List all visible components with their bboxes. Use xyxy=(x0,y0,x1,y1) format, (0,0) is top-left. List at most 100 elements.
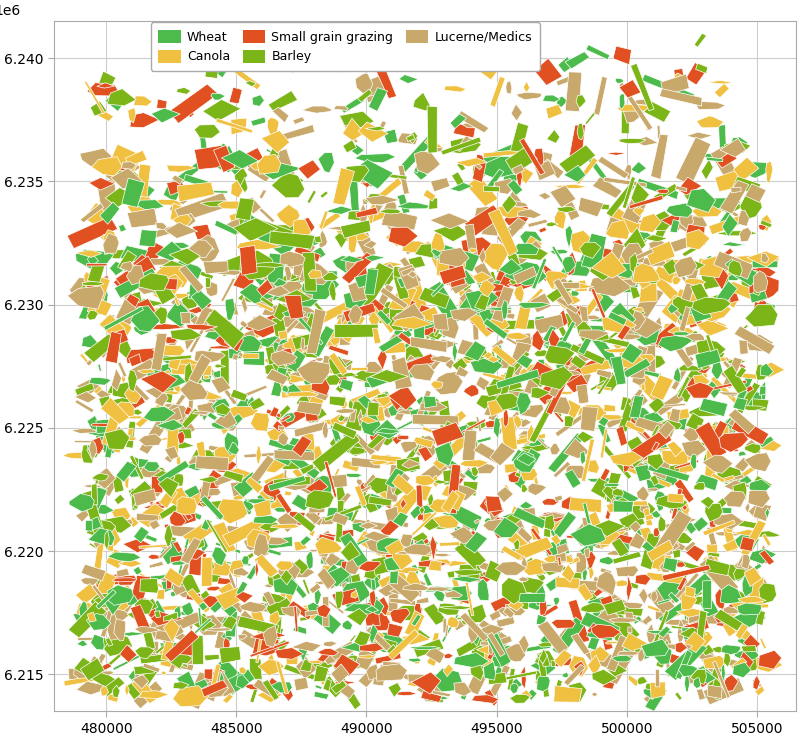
Polygon shape xyxy=(586,622,614,641)
Polygon shape xyxy=(165,222,198,238)
Polygon shape xyxy=(683,662,715,685)
Polygon shape xyxy=(432,515,458,528)
Polygon shape xyxy=(341,255,364,263)
Polygon shape xyxy=(214,145,235,172)
Polygon shape xyxy=(82,334,98,349)
Polygon shape xyxy=(486,378,522,397)
Polygon shape xyxy=(188,383,194,417)
Polygon shape xyxy=(507,276,541,289)
Polygon shape xyxy=(204,669,213,680)
Polygon shape xyxy=(213,471,236,486)
Polygon shape xyxy=(694,482,705,490)
Polygon shape xyxy=(80,578,99,585)
Polygon shape xyxy=(330,437,345,454)
Polygon shape xyxy=(184,406,192,415)
Polygon shape xyxy=(318,669,325,685)
Polygon shape xyxy=(354,485,367,507)
Polygon shape xyxy=(685,586,695,597)
Polygon shape xyxy=(605,489,617,519)
Polygon shape xyxy=(569,230,591,254)
Polygon shape xyxy=(646,471,678,492)
Polygon shape xyxy=(430,500,451,514)
Polygon shape xyxy=(461,237,498,258)
Polygon shape xyxy=(578,330,610,340)
Polygon shape xyxy=(678,525,686,530)
Polygon shape xyxy=(632,374,646,386)
Polygon shape xyxy=(707,660,725,688)
Polygon shape xyxy=(544,528,550,537)
Polygon shape xyxy=(722,360,739,378)
Polygon shape xyxy=(698,676,711,684)
Polygon shape xyxy=(224,334,244,352)
Text: 1e6: 1e6 xyxy=(0,4,21,18)
Polygon shape xyxy=(337,655,366,669)
Polygon shape xyxy=(513,448,541,489)
Polygon shape xyxy=(688,596,711,605)
Polygon shape xyxy=(744,453,771,471)
Polygon shape xyxy=(696,255,722,273)
Polygon shape xyxy=(270,524,300,528)
Polygon shape xyxy=(352,522,367,533)
Polygon shape xyxy=(711,362,722,380)
Polygon shape xyxy=(735,366,746,378)
Polygon shape xyxy=(618,608,649,625)
Polygon shape xyxy=(384,554,411,571)
Polygon shape xyxy=(349,388,381,406)
Polygon shape xyxy=(668,300,697,327)
Polygon shape xyxy=(613,46,631,64)
Polygon shape xyxy=(128,359,158,381)
Polygon shape xyxy=(360,76,386,97)
Polygon shape xyxy=(759,386,766,395)
Polygon shape xyxy=(731,416,769,445)
Polygon shape xyxy=(347,653,354,661)
Polygon shape xyxy=(226,468,253,480)
Polygon shape xyxy=(224,432,238,455)
Polygon shape xyxy=(510,694,530,703)
Polygon shape xyxy=(129,380,150,401)
Polygon shape xyxy=(126,519,133,525)
Polygon shape xyxy=(366,268,396,286)
Polygon shape xyxy=(590,256,615,280)
Polygon shape xyxy=(423,189,436,201)
Polygon shape xyxy=(276,204,300,227)
Polygon shape xyxy=(434,328,436,333)
Polygon shape xyxy=(74,383,94,396)
Polygon shape xyxy=(309,506,326,513)
Polygon shape xyxy=(250,630,286,641)
Polygon shape xyxy=(612,533,634,551)
Polygon shape xyxy=(496,487,514,502)
Polygon shape xyxy=(762,552,771,564)
Polygon shape xyxy=(334,324,378,337)
Polygon shape xyxy=(734,605,766,631)
Polygon shape xyxy=(626,421,646,434)
Polygon shape xyxy=(330,329,351,346)
Polygon shape xyxy=(180,380,208,400)
Polygon shape xyxy=(294,679,309,687)
Polygon shape xyxy=(458,297,482,315)
Polygon shape xyxy=(443,664,454,676)
Polygon shape xyxy=(576,95,586,108)
Polygon shape xyxy=(630,286,641,299)
Polygon shape xyxy=(491,345,517,366)
Polygon shape xyxy=(314,691,329,699)
Polygon shape xyxy=(132,676,158,704)
Polygon shape xyxy=(266,369,289,385)
Polygon shape xyxy=(302,605,316,608)
Polygon shape xyxy=(358,122,388,142)
Polygon shape xyxy=(472,44,478,56)
Polygon shape xyxy=(238,629,266,652)
Polygon shape xyxy=(411,564,419,578)
Polygon shape xyxy=(378,573,412,593)
Polygon shape xyxy=(241,147,263,168)
Polygon shape xyxy=(228,599,245,613)
Polygon shape xyxy=(513,266,537,284)
Polygon shape xyxy=(650,135,668,179)
Polygon shape xyxy=(696,339,726,355)
Polygon shape xyxy=(631,452,652,482)
Polygon shape xyxy=(477,354,490,372)
Polygon shape xyxy=(366,369,394,388)
Polygon shape xyxy=(355,232,376,258)
Polygon shape xyxy=(580,406,598,431)
Polygon shape xyxy=(335,500,344,542)
Polygon shape xyxy=(682,628,698,640)
